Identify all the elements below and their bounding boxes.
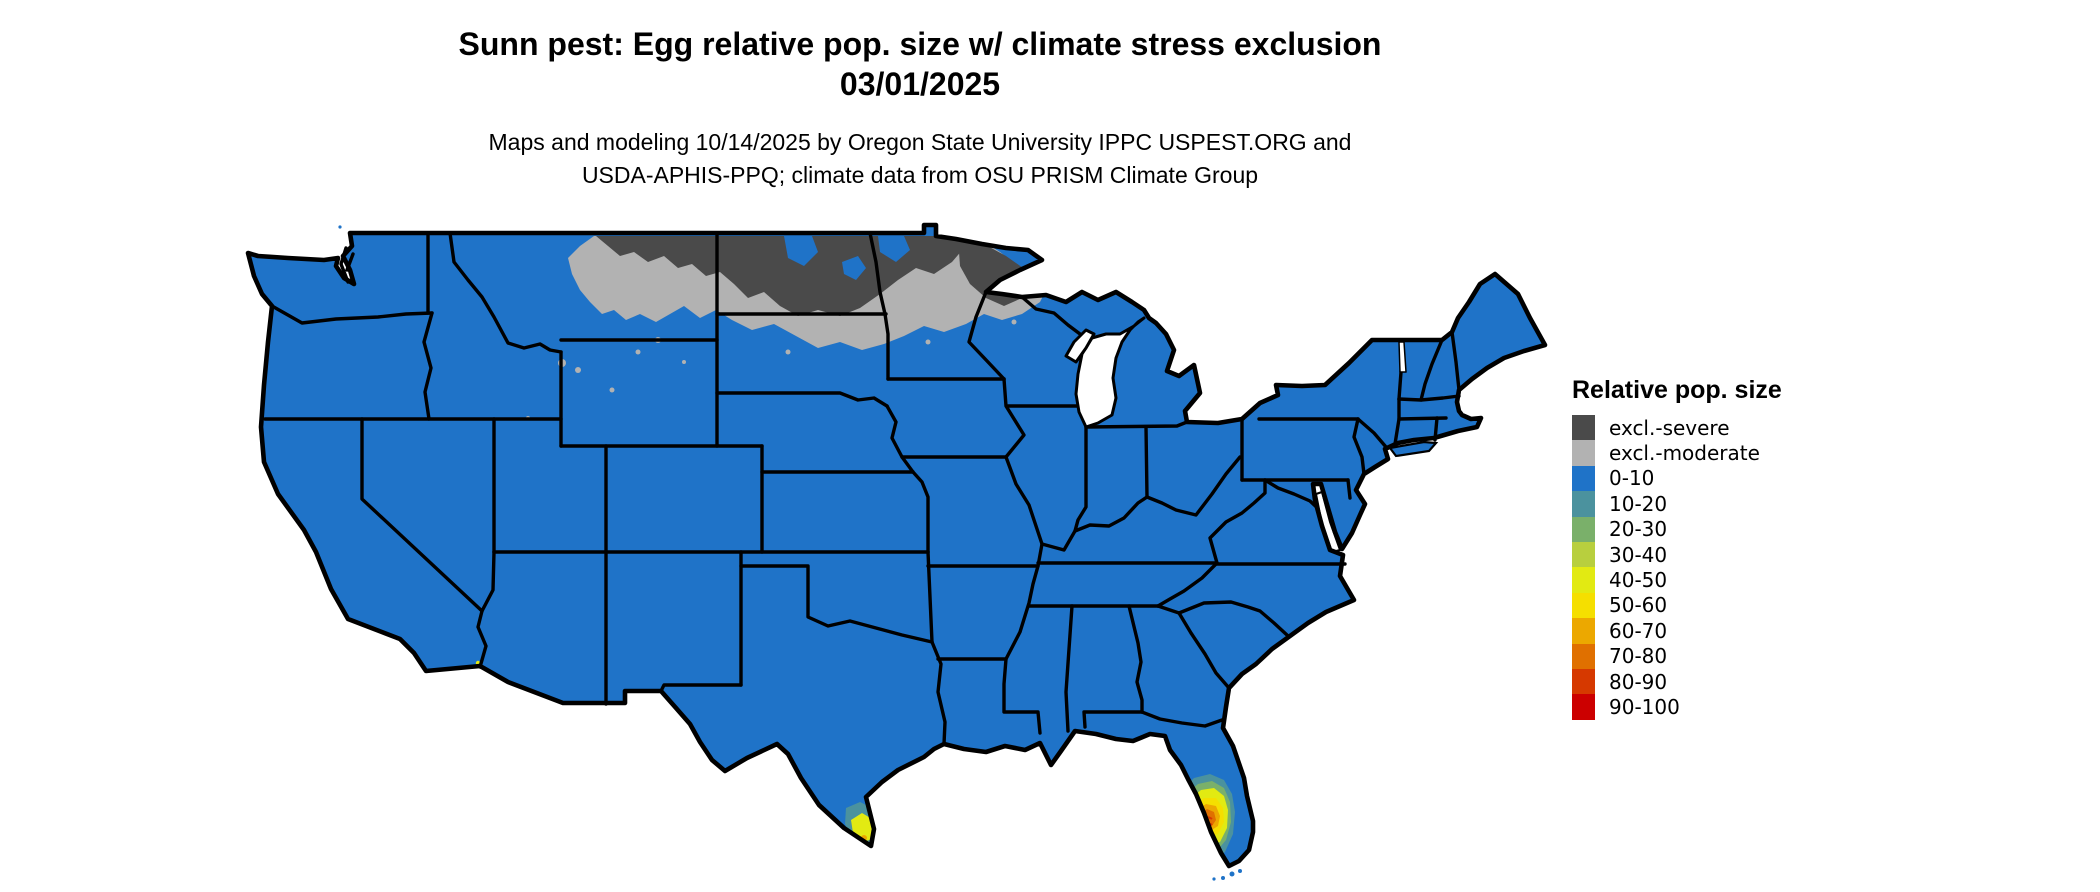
legend-item: 20-30 [1572, 516, 1782, 542]
legend-label: 50-60 [1609, 593, 1668, 618]
legend-swatch [1572, 668, 1595, 695]
usa-outline [245, 222, 1548, 869]
legend-swatch [1572, 541, 1595, 568]
legend-item: 50-60 [1572, 592, 1782, 619]
legend-swatch [1572, 491, 1595, 517]
puget-sound-islet [338, 225, 342, 229]
page-title: Sunn pest: Egg relative pop. size w/ cli… [0, 24, 1840, 104]
legend-items: excl.-severe excl.-moderate 0-10 10-20 20-30… [1572, 415, 1782, 720]
legend-swatch [1572, 567, 1595, 593]
map-subtitle-line1: Maps and modeling 10/14/2025 by Oregon S… [488, 129, 1352, 155]
legend-swatch [1572, 440, 1595, 466]
offshore-islands [338, 225, 1439, 881]
legend-swatch [1572, 643, 1595, 669]
legend-swatch [1572, 465, 1595, 492]
map-subtitle-line2: USDA-APHIS-PPQ; climate data from OSU PR… [581, 162, 1259, 188]
legend-swatch [1572, 694, 1595, 720]
legend-item: 40-50 [1572, 567, 1782, 593]
great-lakes [1064, 316, 1407, 553]
lake-michigan [1074, 316, 1146, 429]
legend-label: excl.-moderate [1609, 441, 1760, 466]
us-risk-map [228, 222, 1568, 892]
legend-swatch [1572, 415, 1595, 441]
legend-label: 0-10 [1609, 466, 1655, 491]
legend-label: 60-70 [1609, 618, 1668, 643]
usa-landmass [248, 225, 1545, 866]
long-island [1388, 440, 1439, 458]
florida-keys [1212, 869, 1242, 881]
map-title-date: 03/01/2025 [839, 66, 1001, 102]
legend-item: excl.-moderate [1572, 440, 1782, 466]
legend-label: 30-40 [1609, 542, 1668, 567]
legend-title: Relative pop. size [1572, 376, 1782, 404]
raster-overlays [475, 236, 1235, 863]
lake-champlain [1398, 341, 1407, 373]
page-subtitle: Maps and modeling 10/14/2025 by Oregon S… [0, 126, 1840, 192]
exclusion-severe-region [596, 236, 964, 316]
legend-label: excl.-severe [1609, 415, 1730, 440]
legend-label: 80-90 [1609, 669, 1668, 694]
legend-label: 10-20 [1609, 491, 1668, 516]
legend-item: 60-70 [1572, 618, 1782, 644]
legend-item: 70-80 [1572, 643, 1782, 669]
legend-label: 90-100 [1609, 694, 1680, 719]
us-map-svg [245, 222, 1548, 881]
legend-label: 70-80 [1609, 644, 1668, 669]
legend-item: 30-40 [1572, 541, 1782, 568]
legend-item: 90-100 [1572, 694, 1782, 720]
legend-label: 40-50 [1609, 568, 1668, 593]
legend-swatch [1572, 592, 1595, 619]
state-borders [263, 231, 1461, 746]
legend-item: 10-20 [1572, 491, 1782, 517]
map-title-line1: Sunn pest: Egg relative pop. size w/ cli… [458, 26, 1382, 62]
legend-item: 80-90 [1572, 668, 1782, 695]
legend: Relative pop. size excl.-severe excl.-mod… [1572, 376, 1782, 720]
legend-item: 0-10 [1572, 465, 1782, 492]
legend-swatch [1572, 618, 1595, 644]
exclusion-gap-blue [784, 236, 910, 280]
legend-label: 20-30 [1609, 517, 1668, 542]
legend-item: excl.-severe [1572, 415, 1782, 441]
green-bay [1064, 328, 1096, 364]
legend-swatch [1572, 516, 1595, 542]
